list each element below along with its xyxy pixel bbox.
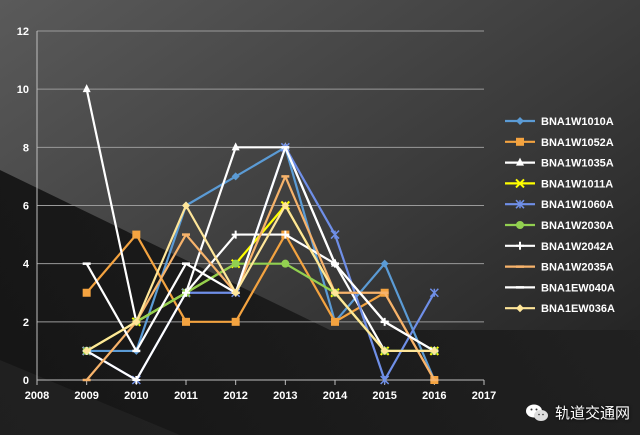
series-line [85,146,435,353]
background-light-band [0,360,180,435]
data-point [182,317,190,326]
data-point [82,346,91,355]
series-line [86,146,436,381]
data-point [281,230,290,239]
data-point [231,288,240,297]
data-point [429,288,439,298]
background-dark-wedge [0,170,640,435]
data-point [132,317,141,326]
legend-swatch-marker [516,117,524,125]
y-tick-label: 10 [17,84,29,96]
x-tick-label: 2017 [472,390,496,402]
x-tick-label: 2014 [323,390,348,402]
legend-swatch-marker [515,178,525,189]
x-tick-label: 2016 [422,390,446,402]
series-line [85,233,436,381]
data-point [281,201,290,210]
data-point [231,172,240,181]
data-point [82,288,91,297]
data-point [231,230,240,239]
legend: BNA1W1010A BNA1W1052A BNA1W1035A BNA1W1011A… [505,116,615,315]
wechat-icon [525,404,548,421]
legend-entry: BNA1W2042A [505,241,614,253]
data-point [132,230,141,239]
legend-swatch-marker [516,221,524,229]
legend-label: BNA1W2030A [541,220,614,232]
legend-entry: BNA1EW040A [505,282,615,294]
legend-swatch-marker [516,157,524,166]
legend-label: BNA1W1011A [541,178,613,190]
axes: 0 2 4 6 8 10 12 2008 2009 2010 2011 2012 2013 2014 201… [17,26,496,402]
data-point [380,375,390,385]
legend-swatch-marker [515,199,525,209]
legend-entry: BNA1W1060A [505,199,614,211]
legend-entry: BNA1W1010A [505,116,614,128]
data-point [331,288,339,297]
legend-label: BNA1W2042A [541,241,614,253]
y-tick-label: 4 [23,259,30,271]
data-point [330,230,340,240]
legend-entry: BNA1W1011A [505,178,613,190]
data-point [430,346,439,355]
data-point [231,142,240,151]
data-point [380,346,389,355]
x-tick-label: 2015 [372,390,396,402]
series [81,84,440,385]
legend-label: BNA1W2035A [541,262,614,274]
y-tick-label: 0 [23,375,29,387]
legend-entry: BNA1W2030A [505,220,614,232]
y-tick-label: 6 [23,201,29,213]
x-tick-label: 2009 [74,390,98,402]
x-tick-label: 2012 [223,390,247,402]
y-tick-label: 12 [17,26,29,38]
x-tick-label: 2013 [273,390,297,402]
data-point [132,376,141,384]
data-point [231,259,240,268]
data-point [82,84,91,93]
x-tick-label: 2008 [25,390,49,402]
data-point [182,288,190,297]
legend-entry: BNA1W2035A [505,262,614,274]
series-bna1ew036a [82,201,439,355]
data-point [182,201,190,210]
data-point [380,259,389,268]
legend-label: BNA1W1052A [541,137,614,149]
legend-swatch-marker [516,137,524,146]
data-point [281,259,290,268]
y-tick-label: 2 [23,317,29,329]
watermark-text: 轨道交通网 [554,404,630,422]
legend-label: BNA1EW040A [541,282,615,294]
legend-entry: BNA1W1035A [505,157,614,170]
y-tick-label: 8 [23,142,29,154]
legend-label: BNA1W1010A [541,116,614,128]
data-point [231,317,240,326]
series-line [86,204,435,353]
watermark: 轨道交通网 [525,402,630,423]
series-line [85,175,436,381]
legend-label: BNA1W1060A [541,199,614,211]
data-point [331,317,339,326]
x-tick-label: 2011 [174,390,198,402]
legend-entry: BNA1EW036A [505,303,615,315]
x-tick-label: 2010 [124,390,148,402]
legend-label: BNA1EW036A [541,303,615,315]
legend-entry: BNA1W1052A [505,137,614,149]
legend-swatch-marker [516,304,524,313]
legend-label: BNA1W1035A [541,158,614,170]
legend-swatch-marker [516,241,524,250]
